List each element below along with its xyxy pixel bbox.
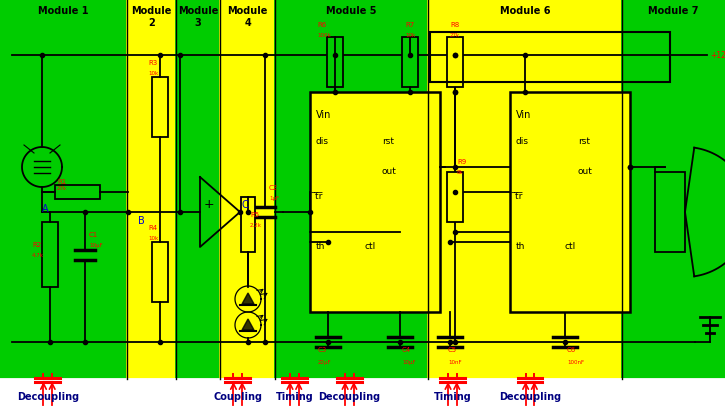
Text: 10µF: 10µF [89,243,103,248]
Text: 22µF: 22µF [318,360,331,365]
Text: Decoupling: Decoupling [499,392,561,402]
Text: ̅t̅r̅: ̅t̅r̅ [316,192,323,201]
Bar [42,222,58,287]
Text: 10nF: 10nF [448,360,462,365]
Bar [430,32,670,82]
Text: 100k: 100k [317,33,331,38]
Text: 4.7k: 4.7k [32,253,44,258]
Bar [152,77,168,137]
Text: C: C [242,200,249,210]
Text: B: B [138,216,145,226]
Text: +12V: +12V [710,50,725,59]
Bar [127,0,176,379]
Text: R4: R4 [148,225,157,231]
Text: +: + [204,197,215,210]
Text: Timing: Timing [276,392,313,402]
Text: Module 6: Module 6 [500,6,550,16]
Polygon shape [242,293,254,304]
Text: C6: C6 [567,347,576,353]
Bar [55,185,100,199]
Text: Coupling: Coupling [213,392,262,402]
Text: Module 7: Module 7 [648,6,699,16]
Text: out: out [382,167,397,176]
Text: C2: C2 [269,185,278,191]
Bar [0,0,127,379]
Text: 27k: 27k [57,186,67,191]
Text: C4: C4 [402,347,411,353]
Text: Module 5: Module 5 [326,6,377,16]
Text: 10k: 10k [148,71,158,76]
Text: C5: C5 [448,347,457,353]
Text: 10µF: 10µF [402,360,415,365]
Text: dis: dis [316,137,329,146]
Text: out: out [578,167,593,176]
Text: rst: rst [578,137,590,146]
Text: th: th [316,242,326,251]
Text: R9: R9 [457,159,466,165]
Polygon shape [242,319,254,330]
Text: C3: C3 [318,347,327,353]
Bar [276,0,428,379]
Text: Timing: Timing [434,392,471,402]
Text: ̅t̅r̅: ̅t̅r̅ [516,192,523,201]
Text: ctl: ctl [565,242,576,251]
Bar [220,0,276,379]
Text: R7: R7 [405,22,414,28]
Bar [447,37,463,87]
Bar [622,0,725,379]
Text: Vin: Vin [316,110,331,120]
Bar [510,92,630,312]
Bar [0,379,725,407]
Text: Vin: Vin [516,110,531,120]
Text: R2: R2 [32,242,41,248]
Bar [152,242,168,302]
Text: C1: C1 [89,232,99,238]
Text: rst: rst [382,137,394,146]
Text: 10k: 10k [148,236,158,241]
Text: Module 1: Module 1 [38,6,88,16]
Text: 8k: 8k [457,170,464,175]
Text: Module
4: Module 4 [228,6,268,28]
Text: R6: R6 [317,22,326,28]
Bar [655,172,685,252]
Text: ctl: ctl [365,242,376,251]
Text: R3: R3 [148,60,157,66]
Text: A: A [42,204,49,214]
Text: 2.2k: 2.2k [250,223,262,228]
Bar [402,37,418,87]
Text: Module
3: Module 3 [178,6,218,28]
Text: R1: R1 [57,179,66,185]
Text: dis: dis [516,137,529,146]
Text: 1µF: 1µF [269,196,279,201]
Text: th: th [516,242,526,251]
Bar [428,0,622,379]
Text: 10k: 10k [405,33,415,38]
Bar [447,172,463,222]
Text: Decoupling: Decoupling [318,392,381,402]
Text: R5: R5 [250,212,259,218]
Text: 27k: 27k [450,33,460,38]
Text: Module
2: Module 2 [131,6,172,28]
Text: R8: R8 [450,22,459,28]
Bar [176,0,220,379]
Text: Decoupling: Decoupling [17,392,79,402]
Bar [241,197,255,252]
Bar [310,92,440,312]
Bar [327,37,343,87]
Text: 100nF: 100nF [567,360,584,365]
